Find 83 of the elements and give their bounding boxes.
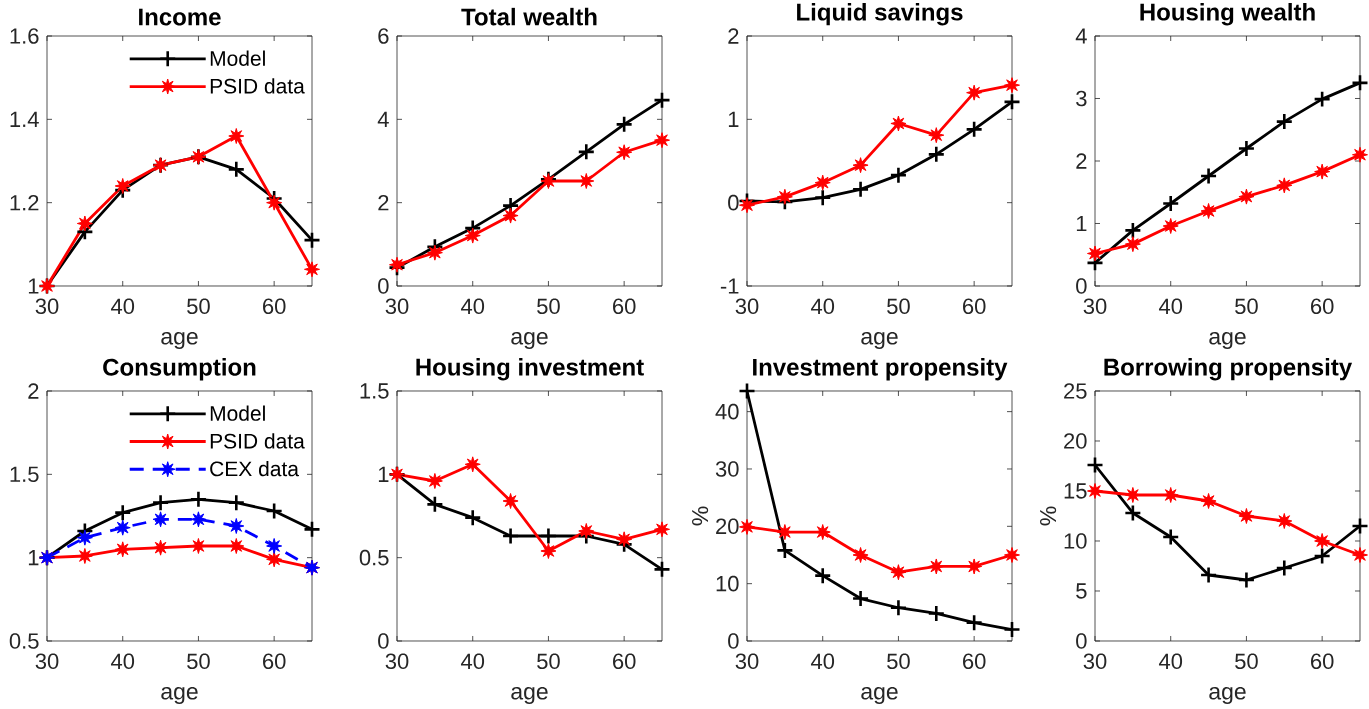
legend-label: PSID data — [210, 433, 305, 449]
y-tick-label: 1.4 — [10, 111, 39, 127]
y-tick-label: 0 — [378, 633, 389, 649]
y-tick-label: 3 — [1076, 90, 1087, 107]
x-tick-label: 40 — [460, 298, 485, 315]
x-tick-label: 50 — [537, 298, 560, 315]
x-axis-title: age — [861, 686, 898, 705]
x-axis-title: age — [161, 331, 198, 350]
y-tick-label: 40 — [715, 403, 739, 420]
x-axis-title: age — [861, 331, 898, 350]
y-tick-label: 1.2 — [10, 194, 39, 211]
y-tick-label: 2 — [378, 194, 389, 211]
y-tick-label: 15 — [1064, 483, 1087, 499]
y-tick-label: 2 — [28, 383, 39, 399]
y-tick-label: 1.5 — [10, 466, 39, 483]
x-axis-title: age — [161, 686, 198, 705]
x-tick-label: 50 — [1235, 298, 1258, 315]
x-tick-label: 40 — [460, 653, 485, 670]
y-tick-label: 4 — [377, 111, 389, 127]
chart-title: Consumption — [103, 358, 256, 381]
y-tick-label: 0 — [1076, 278, 1087, 294]
y-tick-label: 1.5 — [360, 383, 389, 399]
chart-title: Liquid savings — [797, 2, 963, 26]
x-tick-label: 60 — [1311, 653, 1334, 670]
x-tick-label: 60 — [263, 653, 286, 670]
x-tick-label: 50 — [1235, 653, 1258, 670]
y-axis-title: % — [692, 506, 709, 526]
y-tick-label: 0.5 — [9, 633, 39, 649]
x-tick-label: 40 — [110, 653, 135, 670]
x-tick-label: 50 — [537, 653, 560, 670]
y-tick-label: 0 — [1076, 633, 1087, 649]
x-tick-label: 40 — [810, 298, 835, 315]
x-tick-label: 60 — [963, 298, 986, 315]
x-tick-label: 40 — [810, 653, 835, 670]
chart-title: Income — [139, 8, 221, 26]
chart-title: Housing wealth — [1140, 2, 1315, 26]
chart-title: Total wealth — [461, 7, 597, 26]
chart-title: Housing investment — [416, 357, 644, 381]
y-tick-label: 1 — [728, 111, 739, 127]
y-tick-label: 25 — [1064, 383, 1087, 399]
x-tick-label: 60 — [613, 298, 636, 315]
y-tick-label: 1.6 — [10, 28, 39, 44]
y-axis-title: % — [1040, 506, 1057, 526]
x-tick-label: 60 — [613, 653, 636, 670]
y-tick-label: 1 — [28, 278, 39, 294]
y-tick-label: 0 — [728, 633, 739, 649]
x-tick-label: 50 — [887, 298, 910, 315]
x-axis-title: age — [1209, 686, 1246, 705]
x-tick-label: 50 — [187, 298, 210, 315]
y-tick-label: 20 — [1064, 433, 1087, 449]
y-tick-label: 0 — [728, 194, 739, 211]
y-tick-label: 2 — [1076, 153, 1087, 169]
x-axis-title: age — [1209, 331, 1246, 350]
y-tick-label: 10 — [716, 575, 739, 592]
y-tick-label: 30 — [715, 461, 739, 477]
x-tick-label: 60 — [1311, 298, 1334, 315]
chart-title: Investment propensity — [753, 358, 1008, 381]
chart-title: Borrowing propensity — [1104, 357, 1353, 381]
x-tick-label: 60 — [963, 653, 986, 670]
y-tick-label: 1 — [378, 466, 389, 482]
y-tick-label: 2 — [728, 28, 739, 44]
y-tick-label: 6 — [378, 28, 389, 44]
legend-label: Model — [210, 50, 265, 66]
legend-label: Model — [210, 405, 265, 421]
x-tick-label: 50 — [887, 653, 910, 670]
y-tick-label: 4 — [1075, 28, 1087, 44]
legend-label: CEX data — [210, 460, 299, 477]
x-tick-label: 40 — [1158, 298, 1183, 315]
y-tick-label: 5 — [1076, 583, 1087, 599]
x-axis-title: age — [511, 686, 548, 705]
x-tick-label: 40 — [1158, 653, 1183, 670]
legend-label: PSID data — [210, 78, 305, 94]
x-tick-label: 50 — [187, 653, 210, 670]
x-tick-label: 40 — [110, 298, 135, 315]
y-tick-label: -1 — [720, 278, 739, 294]
x-axis-title: age — [511, 331, 548, 350]
y-tick-label: 1 — [1076, 215, 1087, 232]
y-tick-label: 10 — [1064, 533, 1087, 549]
y-tick-label: 0.5 — [359, 549, 389, 566]
y-tick-label: 1 — [28, 550, 39, 566]
y-tick-label: 0 — [378, 278, 389, 294]
y-tick-label: 20 — [716, 518, 739, 535]
x-tick-label: 60 — [263, 298, 286, 315]
